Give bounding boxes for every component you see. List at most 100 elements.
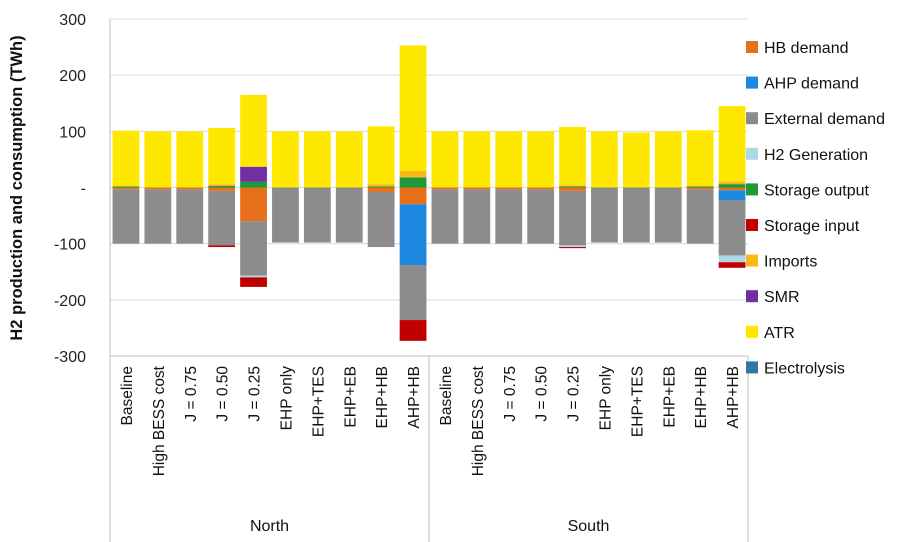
x-category-label: J = 0.50 xyxy=(215,366,232,422)
legend-label: Storage output xyxy=(764,182,870,199)
y-tick-labels: 300 200 100 - -100 -200 -300 xyxy=(54,12,86,366)
bar-segment-external-demand xyxy=(144,189,172,244)
bar-segment-atr xyxy=(431,131,459,188)
bar-segment-external-demand xyxy=(303,187,331,243)
axes xyxy=(109,19,749,542)
x-category-label: AHP+HB xyxy=(406,366,423,428)
x-category-labels: Baseline High BESS cost J = 0.75 J = 0.50 J … xyxy=(119,365,742,476)
bar-segment-external-demand xyxy=(718,200,746,256)
bar-segment-atr xyxy=(208,127,236,185)
y-tick-label: 200 xyxy=(59,68,86,85)
bar-segment-ahp-demand xyxy=(399,204,427,266)
legend: HB demand AHP demand External demand H2 Gen… xyxy=(746,40,885,377)
bar-segment-atr xyxy=(654,131,682,188)
bar-segment-atr xyxy=(367,126,395,185)
bar-segment-imports xyxy=(208,184,236,186)
x-category-label: AHP+HB xyxy=(725,366,742,428)
bar-segment-external-demand xyxy=(686,189,714,244)
bar-segment-atr xyxy=(718,106,746,182)
legend-label: HB demand xyxy=(764,40,849,57)
bar-segment-storage-input xyxy=(559,247,586,249)
legend-label: External demand xyxy=(764,111,885,128)
legend-swatch xyxy=(746,41,758,53)
bar-segment-external-demand xyxy=(591,187,618,243)
bar-segment-external-demand xyxy=(527,189,555,244)
legend-swatch xyxy=(746,254,758,267)
bar-segment-external-demand xyxy=(367,191,395,248)
bar-segment-hb-demand xyxy=(718,187,746,191)
x-category-label: EHP+HB xyxy=(374,366,391,428)
bar-segment-hb-demand xyxy=(144,187,172,190)
bar-segment-storage-input xyxy=(208,245,236,248)
bar-segment-imports xyxy=(559,185,586,187)
x-category-label: Baseline xyxy=(438,366,455,425)
bar-segment-storage-output xyxy=(718,184,746,188)
bar-segment-external-demand xyxy=(335,187,363,243)
bar-segment-storage-output xyxy=(208,185,236,188)
bar-segment-atr xyxy=(399,45,427,171)
bar-segment-imports xyxy=(399,170,427,178)
bar-segment-external-demand xyxy=(240,221,267,276)
y-tick-label: -100 xyxy=(54,237,86,254)
legend-swatch xyxy=(746,219,758,231)
legend-label: ATR xyxy=(764,325,795,342)
y-tick-label: 300 xyxy=(59,12,86,29)
bar-segment-hb-demand xyxy=(240,187,267,222)
bar-segment-h2-generation xyxy=(240,275,267,278)
x-category-label: EHP+TES xyxy=(310,366,327,437)
legend-swatch xyxy=(746,361,758,374)
bar-segment-atr xyxy=(303,131,331,188)
bar-segment-atr xyxy=(335,131,363,188)
bar-segment-hb-demand xyxy=(112,187,140,190)
legend-swatch xyxy=(746,290,758,303)
legend-label: AHP demand xyxy=(764,76,859,93)
bar-segment-storage-input xyxy=(399,320,427,341)
bar-segment-smr xyxy=(240,166,267,182)
legend-swatch xyxy=(746,76,758,89)
legend-label: Storage input xyxy=(764,218,860,235)
bar-segment-storage-output xyxy=(686,186,714,188)
bar-segment-external-demand xyxy=(431,189,459,244)
y-tick-label: -300 xyxy=(54,349,86,366)
y-tick-label: 100 xyxy=(59,124,86,141)
x-group-label: North xyxy=(250,518,289,535)
legend-swatch xyxy=(746,112,758,125)
legend-swatch xyxy=(746,325,758,338)
bar-segment-atr xyxy=(144,131,172,188)
bar-segment-atr xyxy=(463,131,491,188)
bar-segment-storage-input xyxy=(240,277,267,287)
bar-segment-storage-output xyxy=(112,186,140,188)
legend-label: SMR xyxy=(764,289,800,306)
bar-segment-imports xyxy=(367,184,395,187)
bar-segment-atr xyxy=(272,131,299,188)
bar-segment-hb-demand xyxy=(463,187,491,190)
bar-segment-ahp-demand xyxy=(718,190,746,201)
bar-segment-atr xyxy=(240,94,267,167)
x-category-label: J = 0.25 xyxy=(566,366,583,422)
bar-segment-external-demand xyxy=(176,189,204,244)
gridlines xyxy=(110,18,748,357)
bar-segment-hb-demand xyxy=(367,187,395,192)
bar-segment-hb-demand xyxy=(208,187,236,191)
bar-segment-atr xyxy=(686,130,714,187)
x-category-label: EHP+TES xyxy=(629,366,646,437)
bar-segment-atr xyxy=(559,126,586,186)
bar-segment-hb-demand xyxy=(495,187,523,190)
bar-segment-hb-demand xyxy=(686,187,714,190)
x-category-label: EHP only xyxy=(597,366,614,431)
bar-segment-atr xyxy=(112,130,140,187)
bar-segment-storage-output xyxy=(240,181,267,188)
legend-label: H2 Generation xyxy=(764,147,868,164)
bar-segment-atr xyxy=(591,131,618,188)
bar-segment-h2-generation xyxy=(718,255,746,263)
bar-segment-hb-demand xyxy=(176,187,204,190)
bar-segment-h2-generation xyxy=(559,245,586,248)
y-axis-title: H2 production and consumption (TWh) xyxy=(8,35,26,340)
bar-segment-storage-output xyxy=(367,186,395,188)
bar-segment-external-demand xyxy=(272,187,299,243)
legend-label: Electrolysis xyxy=(764,360,845,377)
bars xyxy=(112,45,746,341)
x-category-label: J = 0.75 xyxy=(183,366,200,422)
bar-segment-external-demand xyxy=(654,187,682,243)
x-category-label: EHP+EB xyxy=(342,366,359,428)
